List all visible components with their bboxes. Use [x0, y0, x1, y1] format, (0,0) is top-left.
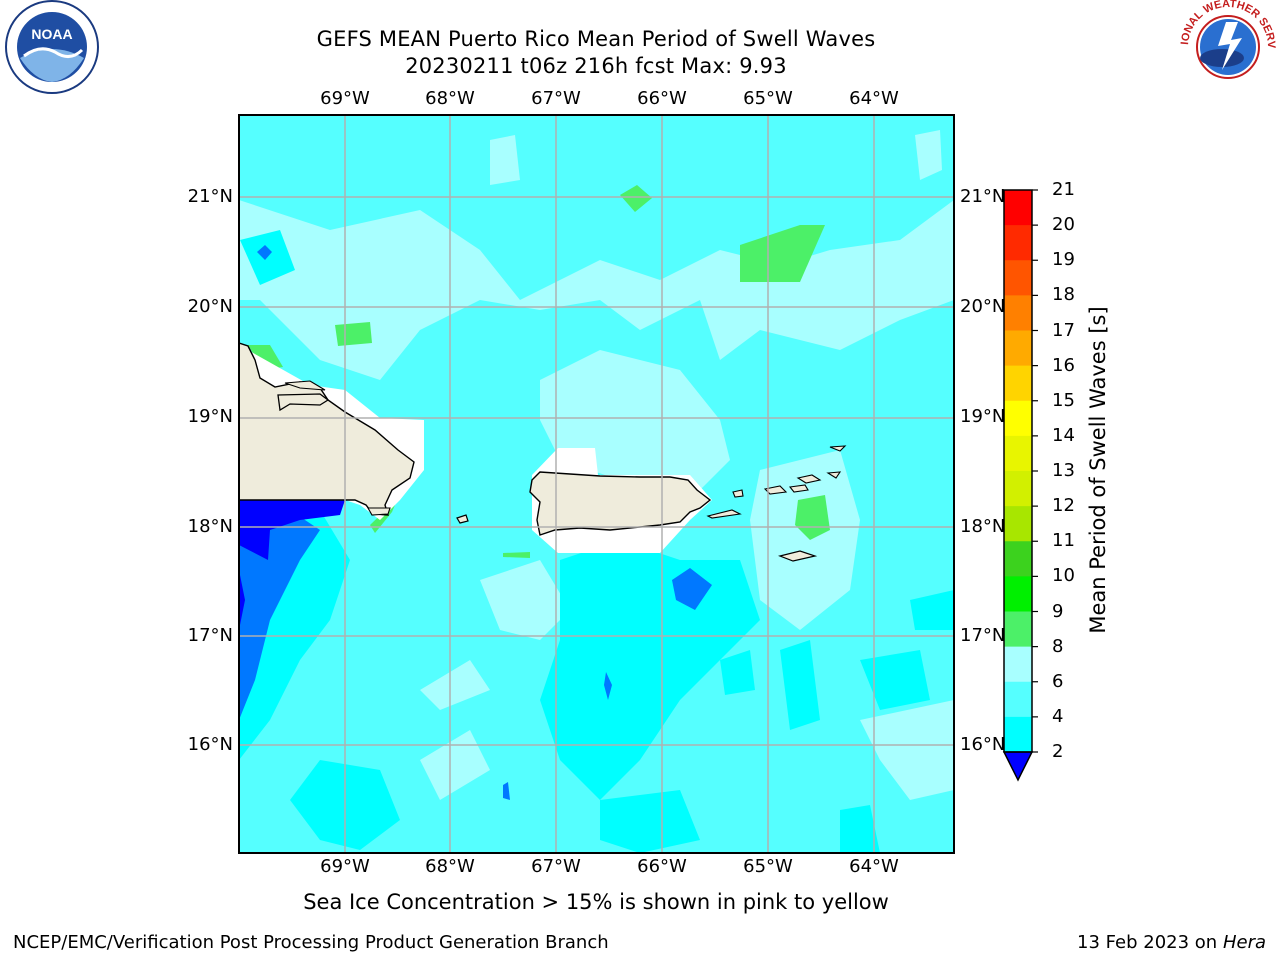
lon-label-bottom: 65°W: [743, 856, 793, 877]
colorbar-tick-label: 8: [1052, 635, 1064, 657]
colorbar-segment: [1004, 506, 1032, 542]
colorbar-segment: [1004, 681, 1032, 718]
lat-label-right: 18°N: [960, 516, 1006, 537]
colorbar-segment: [1004, 365, 1032, 402]
colorbar-segment: [1004, 295, 1032, 331]
footer-host: Hera: [1222, 932, 1266, 953]
lon-label-top: 65°W: [743, 88, 793, 109]
lon-label-top: 64°W: [849, 88, 899, 109]
colorbar-tick-label: 13: [1052, 460, 1075, 481]
lon-label-bottom: 67°W: [531, 856, 581, 877]
lat-label-left: 17°N: [187, 625, 233, 646]
swell-period-field: [239, 115, 954, 853]
lon-label-top: 66°W: [637, 88, 687, 109]
colorbar-title: Mean Period of Swell Waves [s]: [1086, 306, 1110, 634]
lon-label-top: 67°W: [531, 88, 581, 109]
colorbar-segment: [1004, 400, 1032, 437]
sea-ice-note: Sea Ice Concentration > 15% is shown in …: [303, 890, 889, 914]
colorbar-tick-label: 11: [1052, 530, 1075, 552]
colorbar-segment: [1004, 716, 1032, 753]
lon-label-bottom: 68°W: [425, 856, 475, 877]
colorbar-segment: [1004, 190, 1032, 226]
colorbar-segment: [1004, 330, 1032, 367]
colorbar-tick-label: 2: [1052, 741, 1064, 762]
colorbar-tick-label: 10: [1052, 565, 1075, 587]
colorbar-tick-label: 4: [1052, 705, 1064, 727]
lon-label-bottom: 66°W: [637, 856, 687, 877]
colorbar-segment: [1004, 576, 1032, 612]
lon-label-bottom: 69°W: [320, 856, 370, 877]
lat-label-right: 16°N: [960, 734, 1006, 755]
lat-label-right: 20°N: [960, 296, 1006, 317]
lat-label-left: 21°N: [187, 186, 233, 207]
colorbar-segment: [1004, 260, 1032, 296]
footer-credit: NCEP/EMC/Verification Post Processing Pr…: [13, 932, 609, 953]
colorbar-tick-label: 15: [1052, 389, 1075, 411]
colorbar-tick-label: 18: [1052, 284, 1075, 306]
lat-label-right: 19°N: [960, 406, 1006, 427]
lon-label-bottom: 64°W: [849, 856, 899, 877]
lat-label-left: 16°N: [187, 734, 233, 755]
lat-label-left: 18°N: [187, 516, 233, 537]
noaa-logo-text: NOAA: [31, 26, 72, 42]
st-croix: [778, 550, 818, 562]
colorbar: [1002, 189, 1038, 782]
colorbar-segment: [1004, 611, 1032, 648]
map-title: GEFS MEAN Puerto Rico Mean Period of Swe…: [316, 27, 876, 51]
colorbar-segment: [1004, 225, 1032, 261]
colorbar-tick-label: 17: [1052, 319, 1075, 341]
lon-label-top: 69°W: [320, 88, 370, 109]
colorbar-segment: [1004, 471, 1032, 507]
colorbar-tick-label: 12: [1052, 495, 1075, 517]
footer-date: 13 Feb 2023 on Hera: [1077, 932, 1266, 953]
virgin-islands: [732, 445, 847, 498]
colorbar-tick-label: 21: [1052, 179, 1075, 200]
lon-label-top: 68°W: [425, 88, 475, 109]
colorbar-tick-label: 20: [1052, 214, 1075, 236]
colorbar-tick-label: 16: [1052, 354, 1075, 376]
lat-label-left: 20°N: [187, 296, 233, 317]
lat-label-left: 19°N: [187, 406, 233, 427]
lat-label-right: 17°N: [960, 625, 1006, 646]
graticule: [239, 115, 954, 853]
colorbar-segment: [1004, 541, 1032, 577]
colorbar-segment: [1004, 435, 1032, 472]
colorbar-tick-label: 6: [1052, 670, 1064, 692]
colorbar-tick-label: 14: [1052, 424, 1075, 446]
colorbar-tick-label: 19: [1052, 249, 1075, 271]
mona-island: [456, 514, 469, 524]
lat-label-right: 21°N: [960, 186, 1006, 207]
map-frame: [238, 114, 955, 854]
colorbar-segment: [1004, 646, 1032, 683]
colorbar-tick-label: 9: [1052, 600, 1064, 622]
footer-date-text: 13 Feb 2023 on: [1077, 932, 1218, 953]
colorbar-extension: [1002, 751, 1034, 782]
map-subtitle: 20230211 t06z 216h fcst Max: 9.93: [405, 54, 787, 78]
noaa-logo: NOAA: [5, 0, 99, 94]
